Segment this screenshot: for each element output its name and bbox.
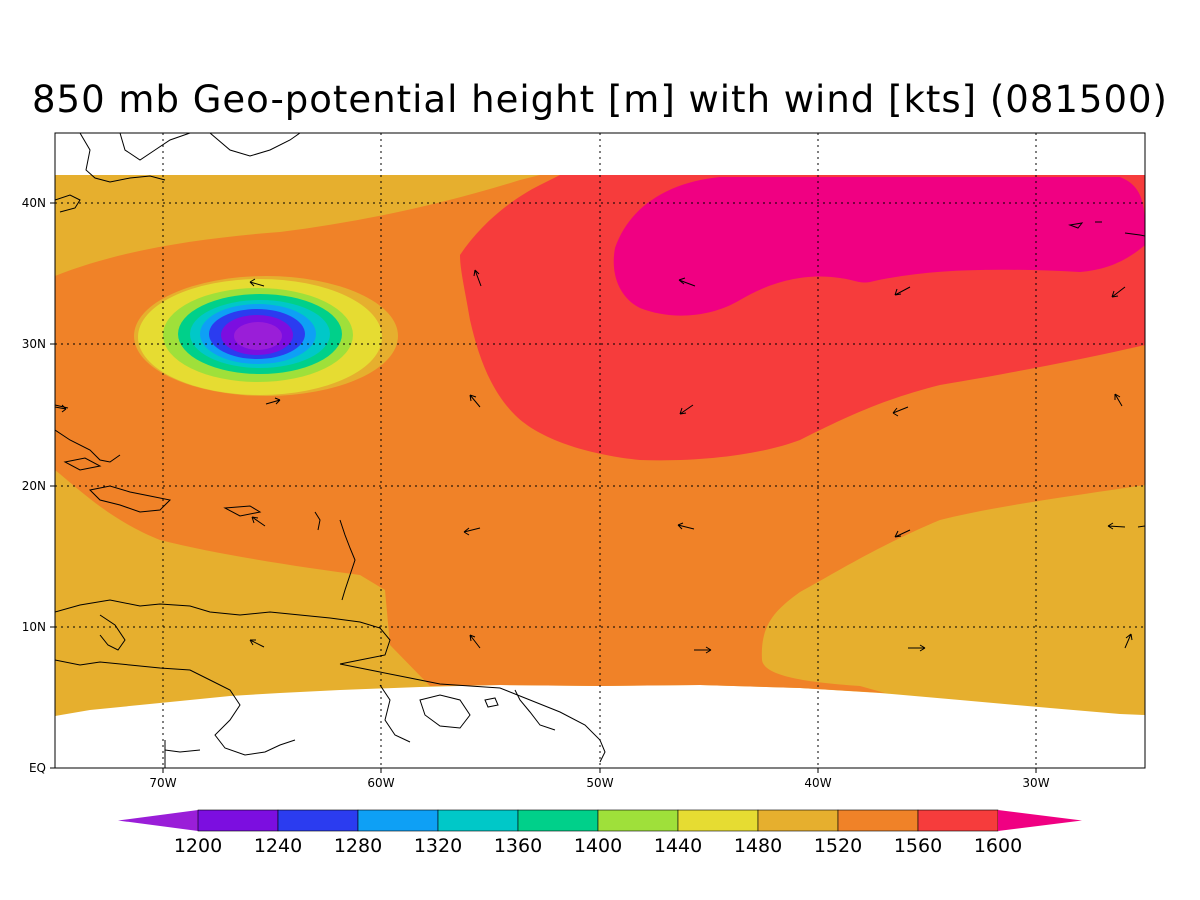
colorbar-box — [517, 809, 599, 832]
wind-arrows — [55, 269, 1145, 654]
colorbar-label: 1480 — [734, 835, 782, 857]
colorbar-arrow-low — [118, 810, 198, 831]
axis-ticks — [50, 202, 1037, 773]
lon-label-60w: 60W — [367, 776, 394, 790]
colorbar-arrow-high — [998, 810, 1082, 831]
lon-label-70w: 70W — [149, 776, 176, 790]
grid-lines — [55, 133, 1145, 768]
colorbar-box — [197, 809, 279, 832]
lat-label-10n: 10N — [22, 620, 46, 634]
lat-label-eq: EQ — [29, 761, 46, 775]
coastlines — [55, 133, 1145, 768]
colorbar: 1200 1240 1280 1320 1360 1400 1440 1480 1520 1560… — [118, 809, 1082, 857]
colorbar-label: 1400 — [574, 835, 622, 857]
colorbar-box — [277, 809, 359, 832]
lon-label-50w: 50W — [586, 776, 613, 790]
colorbar-box — [757, 809, 839, 832]
contour-fill-1640 — [613, 177, 1145, 316]
colorbar-box — [437, 809, 519, 832]
map-title: 850 mb Geo-potential height [m] with win… — [32, 78, 1168, 121]
colorbar-label: 1560 — [894, 835, 942, 857]
lon-label-40w: 40W — [804, 776, 831, 790]
height-field — [55, 133, 1145, 768]
colorbar-label: 1240 — [254, 835, 302, 857]
colorbar-box — [597, 809, 679, 832]
colorbar-box — [357, 809, 439, 832]
lat-label-20n: 20N — [22, 479, 46, 493]
colorbar-label: 1280 — [334, 835, 382, 857]
low-contour-1200 — [234, 322, 282, 350]
lat-label-30n: 30N — [22, 337, 46, 351]
colorbar-box — [677, 809, 759, 832]
colorbar-label: 1440 — [654, 835, 702, 857]
colorbar-box — [917, 809, 999, 832]
colorbar-label: 1600 — [974, 835, 1022, 857]
lon-label-30w: 30W — [1022, 776, 1049, 790]
colorbar-box — [837, 809, 919, 832]
colorbar-label: 1200 — [174, 835, 222, 857]
colorbar-label: 1320 — [414, 835, 462, 857]
colorbar-label: 1360 — [494, 835, 542, 857]
colorbar-label: 1520 — [814, 835, 862, 857]
lat-label-40n: 40N — [22, 196, 46, 210]
